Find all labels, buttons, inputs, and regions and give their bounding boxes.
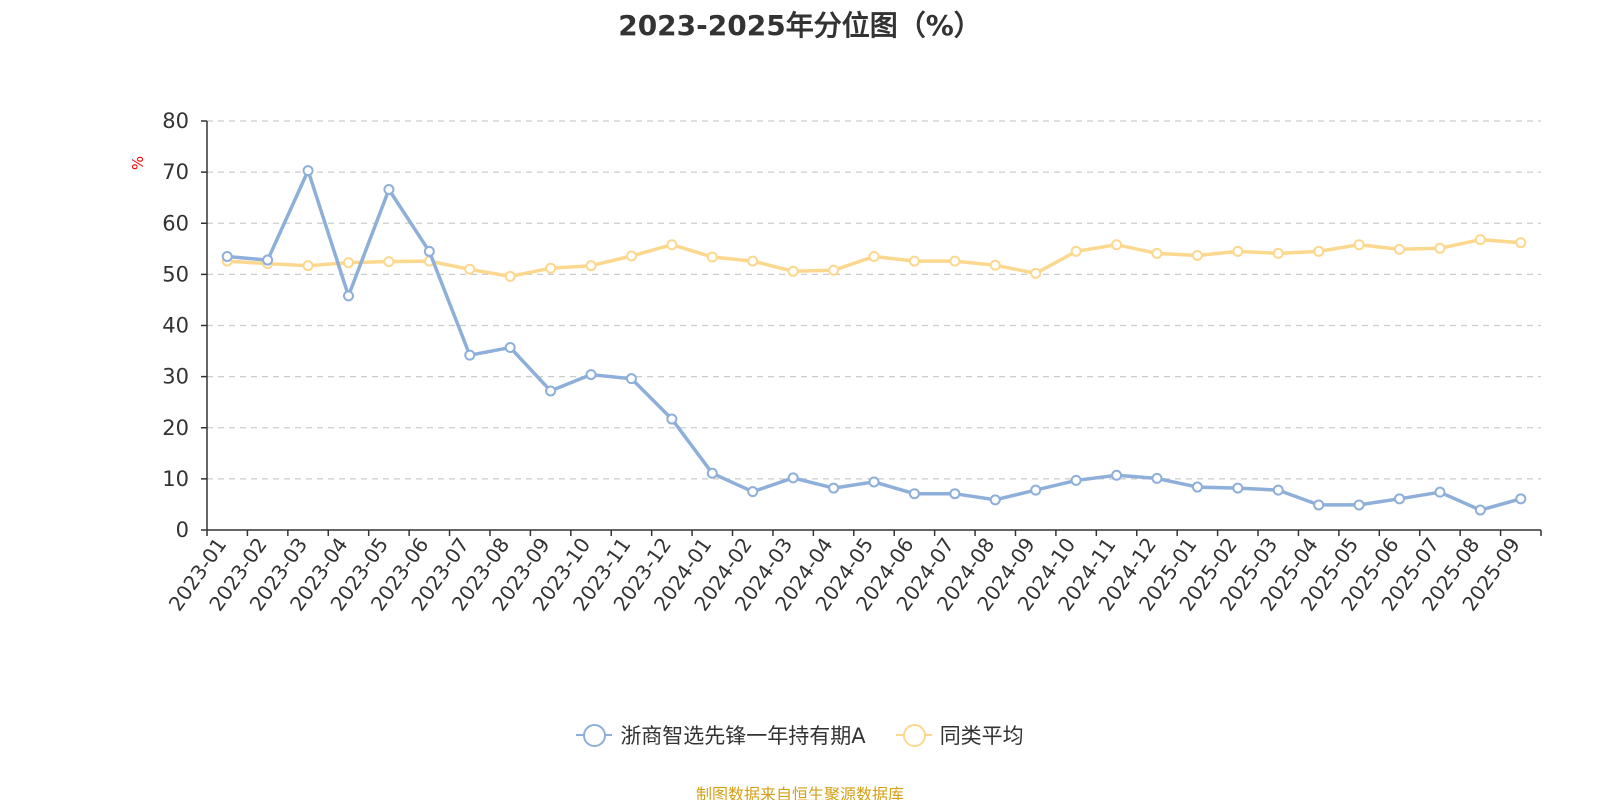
data-point <box>949 488 961 500</box>
data-point <box>908 255 920 267</box>
data-point <box>868 250 880 262</box>
data-point <box>302 165 314 177</box>
data-point <box>302 260 314 272</box>
axes: 01020304050607080%2023-012023-022023-032… <box>129 109 1542 615</box>
y-tick-label: 30 <box>162 365 189 389</box>
source-note: 制图数据来自恒生聚源数据库 <box>695 785 904 800</box>
series-line <box>225 168 1523 512</box>
data-point <box>342 290 354 302</box>
data-point <box>383 184 395 196</box>
data-point <box>828 482 840 494</box>
data-point <box>1030 484 1042 496</box>
data-point <box>1313 499 1325 511</box>
data-point <box>1070 474 1082 486</box>
data-point <box>1030 267 1042 279</box>
data-point <box>908 488 920 500</box>
data-point <box>1353 239 1365 251</box>
data-point <box>666 239 678 251</box>
data-point <box>949 255 961 267</box>
data-point <box>464 263 476 275</box>
legend-item-peer-average[interactable]: 同类平均 <box>895 720 1024 750</box>
y-tick-label: 60 <box>162 211 189 235</box>
data-point <box>666 413 678 425</box>
data-point <box>828 264 840 276</box>
data-point <box>1394 243 1406 255</box>
data-point <box>1070 245 1082 257</box>
data-point <box>504 341 516 353</box>
legend-item-fund[interactable]: 浙商智选先锋一年持有期A <box>576 720 866 750</box>
series <box>221 165 1527 516</box>
legend-label-fund: 浙商智选先锋一年持有期A <box>620 724 866 748</box>
data-point <box>585 369 597 381</box>
data-point <box>1474 234 1486 246</box>
data-point <box>221 250 233 262</box>
data-point <box>1394 493 1406 505</box>
data-point <box>504 270 516 282</box>
data-point <box>545 262 557 274</box>
data-point <box>1232 245 1244 257</box>
y-axis-unit-label: % <box>129 156 147 170</box>
data-point <box>1111 469 1123 481</box>
legend-marker-fund <box>576 724 613 747</box>
data-point <box>1151 472 1163 484</box>
data-point <box>747 255 759 267</box>
data-point <box>1515 493 1527 505</box>
data-point <box>625 373 637 385</box>
data-point <box>1474 504 1486 516</box>
data-point <box>585 260 597 272</box>
data-point <box>262 254 274 266</box>
data-point <box>625 250 637 262</box>
data-point <box>1434 242 1446 254</box>
y-tick-label: 0 <box>176 518 189 542</box>
data-point <box>989 494 1001 506</box>
series-0 <box>221 165 1527 516</box>
data-point <box>545 385 557 397</box>
y-tick-label: 20 <box>162 416 189 440</box>
data-point <box>989 259 1001 271</box>
data-point <box>1272 484 1284 496</box>
y-tick-label: 40 <box>162 314 189 338</box>
data-point <box>1191 249 1203 261</box>
data-point <box>1111 239 1123 251</box>
data-point <box>383 256 395 268</box>
data-point <box>1232 482 1244 494</box>
y-tick-label: 50 <box>162 262 189 286</box>
data-point <box>787 472 799 484</box>
data-point <box>342 257 354 269</box>
data-point <box>1151 247 1163 259</box>
data-point <box>464 349 476 361</box>
data-point <box>706 467 718 479</box>
chart-title: 2023-2025年分位图（%） <box>618 9 982 42</box>
legend: 浙商智选先锋一年持有期A 同类平均 <box>0 720 1600 750</box>
data-point <box>706 251 718 263</box>
data-point <box>1434 486 1446 498</box>
data-point <box>1191 481 1203 493</box>
data-point <box>1272 247 1284 259</box>
y-tick-label: 70 <box>162 160 189 184</box>
data-point <box>787 265 799 277</box>
data-point <box>423 245 435 257</box>
data-point <box>1515 237 1527 249</box>
legend-label-peer-average: 同类平均 <box>939 724 1024 748</box>
legend-marker-peer-average <box>895 724 932 747</box>
data-point <box>1353 499 1365 511</box>
data-point <box>1313 245 1325 257</box>
y-tick-label: 80 <box>162 109 189 133</box>
data-point <box>868 476 880 488</box>
y-tick-label: 10 <box>162 467 189 491</box>
data-point <box>747 486 759 498</box>
gridlines <box>207 120 1541 480</box>
series-1 <box>221 234 1527 282</box>
